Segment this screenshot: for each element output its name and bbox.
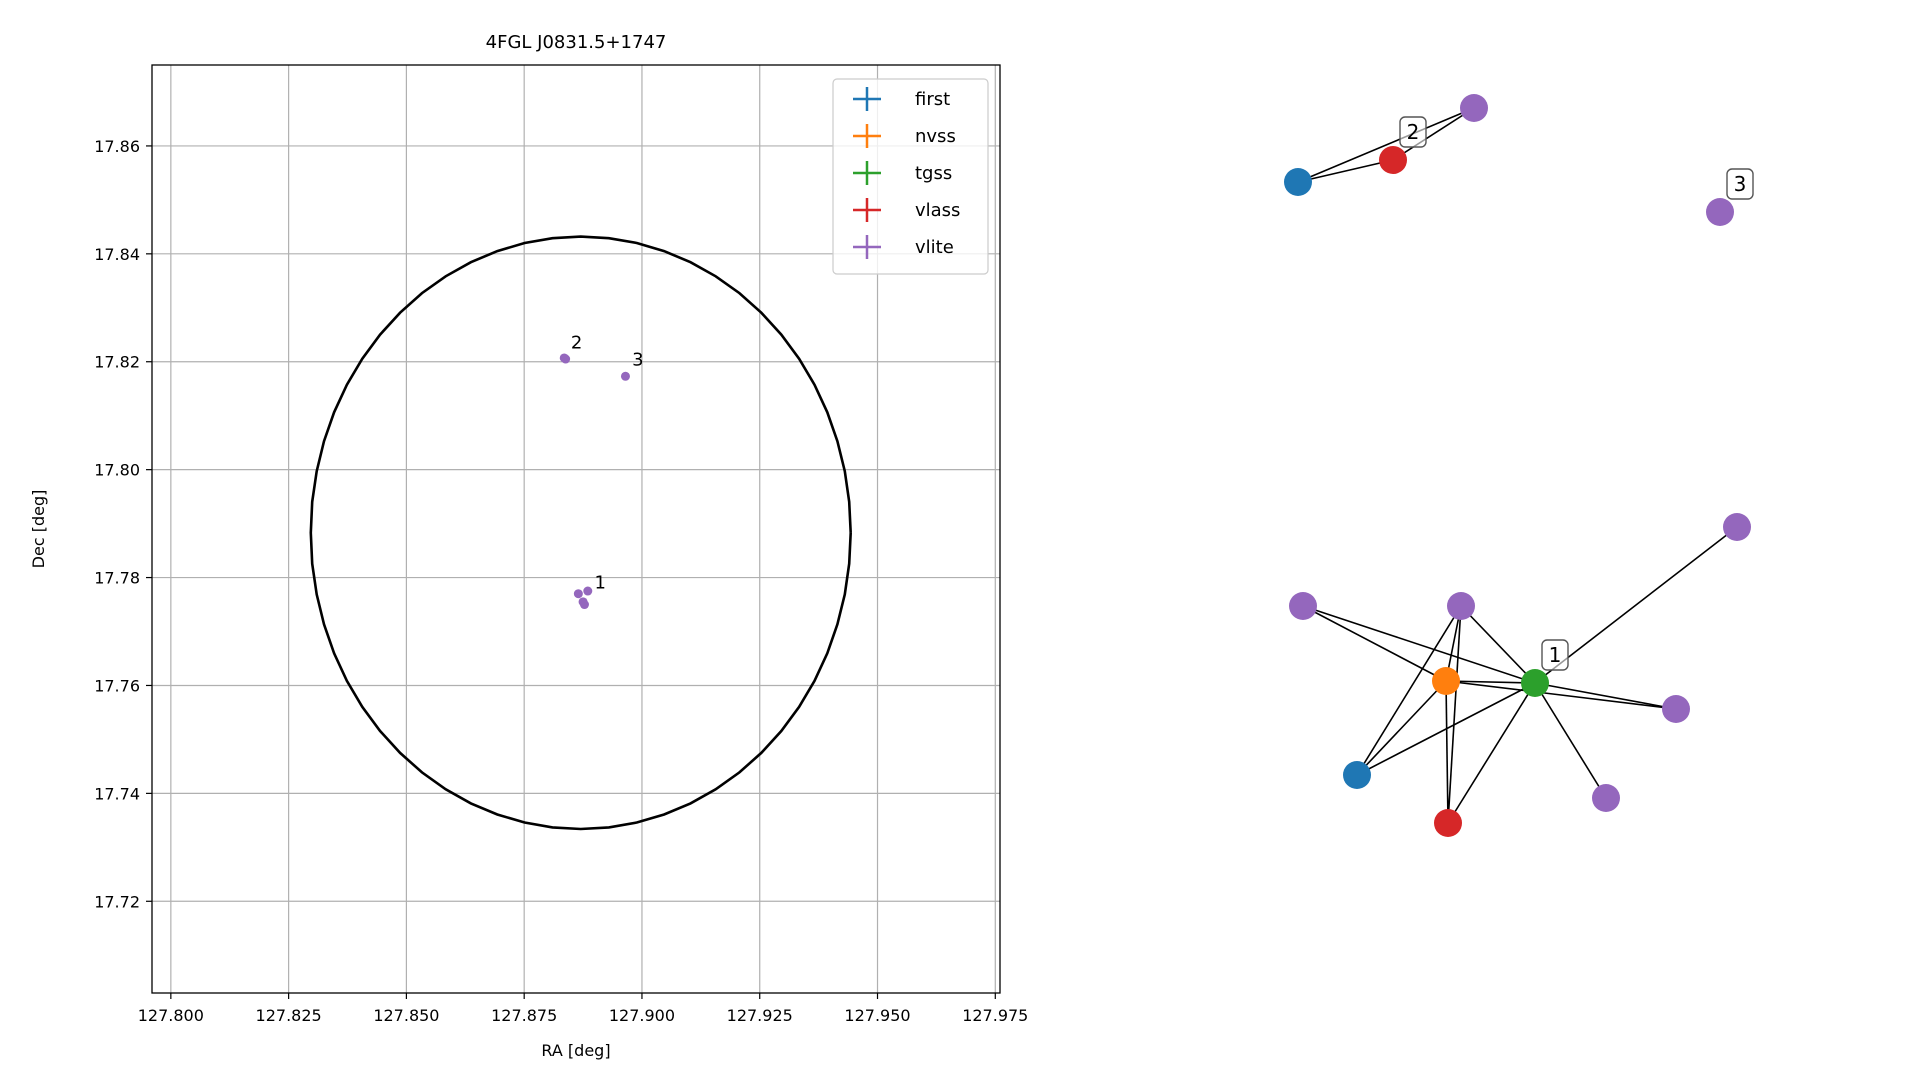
x-tick-label: 127.925 [727,1006,793,1025]
network-node [1521,669,1549,697]
network-label-box [1399,116,1427,148]
legend: first nvss tgss vlass vlite [832,78,989,275]
network-label: 2 [1399,116,1427,148]
network-node [1432,667,1460,695]
annotation-label: 3 [632,350,643,371]
network-label: 1 [1541,639,1569,671]
data-points [559,353,630,610]
legend-item-first: first [853,87,950,111]
network-node [1447,592,1475,620]
network-edge [1392,107,1475,161]
annotations: 1 2 3 [571,332,644,593]
network-edge [1460,605,1536,684]
legend-label: tgss [915,163,952,184]
axes-frame [151,64,1001,994]
network-node [1706,198,1734,226]
network-labels: 2 3 1 [1399,116,1754,671]
network-node [1662,695,1690,723]
x-tick-label: 127.875 [491,1006,557,1025]
network-edge [1356,680,1447,776]
y-tick-label: 17.80 [94,461,140,480]
x-axis-label: RA [deg] [541,1041,610,1060]
y-tick-label: 17.82 [94,353,140,372]
y-tick-label: 17.72 [94,892,140,911]
error-ellipse [309,235,852,831]
network-label: 3 [1726,168,1754,200]
network-edge [1534,682,1607,799]
network-edge [1297,107,1475,183]
legend-item-vlite: vlite [853,235,954,259]
network-node [1592,784,1620,812]
y-tick-label: 17.84 [94,245,140,264]
network-label-box [1726,168,1754,200]
network-edge [1445,680,1536,684]
network-edge [1447,605,1462,824]
network-node [1723,513,1751,541]
network-node [1434,809,1462,837]
network-edge [1356,682,1536,776]
y-tick-label: 17.78 [94,569,140,588]
network-edge [1356,605,1462,776]
y-axis-label: Dec [deg] [29,490,48,569]
network-edge [1297,159,1394,183]
x-tick-label: 127.850 [373,1006,439,1025]
x-axis-ticks: 127.800 127.825 127.850 127.875 127.900 127.9… [138,993,1028,1025]
network-edge [1445,680,1677,710]
network-node [1289,592,1317,620]
legend-box [832,78,989,275]
data-point-vlite [620,371,630,381]
x-tick-label: 127.825 [256,1006,322,1025]
annotation-label: 1 [594,572,605,593]
network-label-text: 1 [1549,643,1562,667]
network-node [1460,94,1488,122]
network-edge [1447,682,1536,824]
error-ellipse-layer [309,235,852,831]
y-tick-label: 17.86 [94,137,140,156]
x-tick-label: 127.900 [609,1006,675,1025]
y-tick-label: 17.76 [94,676,140,695]
data-point-vlite [583,586,593,596]
scatter-plot: 123 127.800 127.825 127.850 127.875 127.900 1… [29,32,1028,1060]
y-tick-label: 17.74 [94,784,140,803]
network-edge [1534,682,1677,710]
chart-title: 4FGL J0831.5+1747 [486,32,667,53]
legend-item-nvss: nvss [853,124,956,148]
data-point-vlite [573,589,583,599]
network-graph: 2 3 1 [1284,94,1754,837]
data-point-vlite [579,600,589,610]
network-node [1379,146,1407,174]
network-node [1343,761,1371,789]
legend-label: nvss [915,126,956,147]
x-tick-label: 127.950 [844,1006,910,1025]
network-edge [1445,680,1449,824]
legend-label: vlite [915,237,954,258]
y-axis-ticks: 17.72 17.74 17.76 17.78 17.80 17.82 17.84 17.86 [94,137,152,911]
network-nodes [1284,94,1751,837]
grid [152,65,1000,993]
legend-label: vlass [915,200,960,221]
network-label-text: 3 [1734,172,1747,196]
network-node [1284,168,1312,196]
data-point-vlite [561,354,571,364]
network-label-text: 2 [1407,120,1420,144]
x-tick-label: 127.800 [138,1006,204,1025]
network-edge [1302,605,1536,684]
network-label-box [1541,639,1569,671]
legend-item-tgss: tgss [853,161,952,185]
x-tick-label: 127.975 [962,1006,1028,1025]
annotation-label: 2 [571,332,582,353]
legend-label: first [915,89,950,110]
legend-item-vlass: vlass [853,198,960,222]
network-edge [1302,605,1447,682]
